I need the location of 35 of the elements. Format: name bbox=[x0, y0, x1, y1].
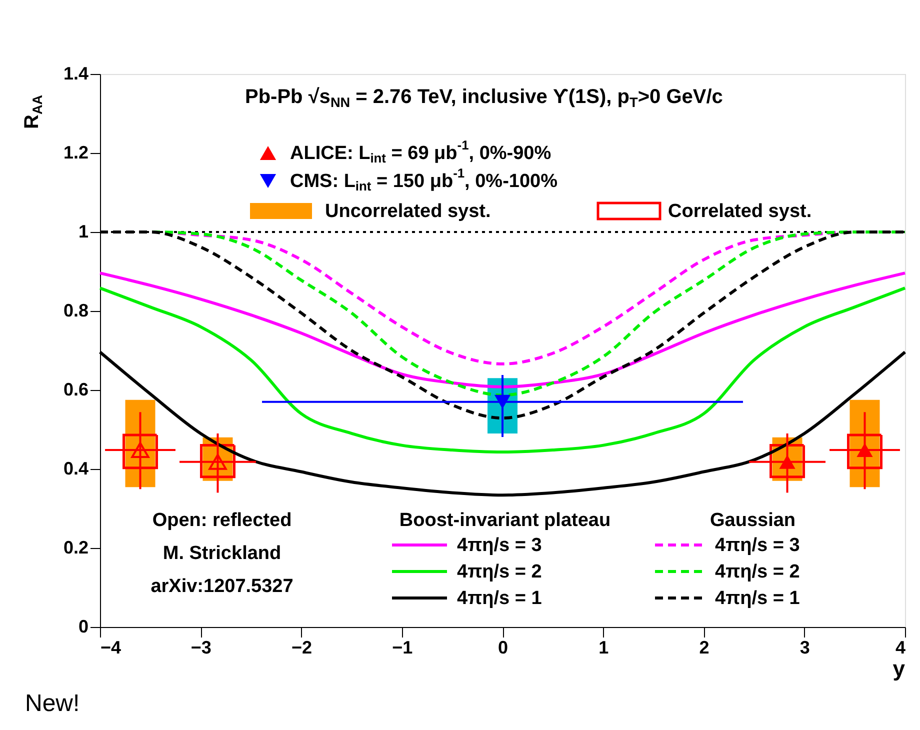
x-tick-label: 2 bbox=[699, 638, 710, 658]
legend-label: 4πη/s = 2 bbox=[457, 562, 542, 582]
x-tick-label: 1 bbox=[598, 638, 609, 658]
x-tick-label: 0 bbox=[498, 638, 508, 658]
annotation: Open: reflected bbox=[152, 510, 292, 531]
y-axis-title: RAA bbox=[21, 94, 45, 129]
legend-label: 4πη/s = 2 bbox=[715, 562, 800, 582]
y-tick-label: 0.4 bbox=[63, 458, 88, 478]
legend-label: 4πη/s = 1 bbox=[457, 588, 542, 609]
x-tick-label: −1 bbox=[392, 638, 413, 658]
y-tick-label: 1.4 bbox=[63, 64, 88, 84]
annotation: M. Strickland bbox=[162, 543, 282, 564]
y-tick-label: 1 bbox=[78, 222, 88, 242]
y-tick-label: 0.2 bbox=[63, 538, 88, 558]
x-axis-title: y bbox=[892, 656, 906, 681]
y-tick-label: 0 bbox=[78, 616, 88, 636]
y-tick-label: 0.6 bbox=[63, 380, 88, 400]
x-tick-label: 3 bbox=[800, 638, 810, 658]
annotation: Boost-invariant plateau bbox=[399, 510, 611, 531]
x-tick-label: −4 bbox=[100, 638, 122, 658]
annotation: arXiv:1207.5327 bbox=[150, 576, 294, 597]
line-series bbox=[98, 272, 906, 388]
text: New! bbox=[25, 690, 80, 717]
x-tick-label: −2 bbox=[291, 638, 312, 658]
legend-label: 4πη/s = 3 bbox=[457, 535, 542, 556]
line-series bbox=[98, 286, 906, 454]
legend-label: Uncorrelated syst. bbox=[325, 201, 491, 222]
x-tick-label: 4 bbox=[895, 638, 906, 658]
legend-label: 4πη/s = 3 bbox=[715, 535, 800, 556]
legend-label: Correlated syst. bbox=[668, 201, 812, 222]
y-tick-label: 1.2 bbox=[63, 142, 88, 162]
legend-label: 4πη/s = 1 bbox=[715, 588, 800, 609]
y-tick-label: 0.8 bbox=[63, 300, 88, 320]
annotation: Gaussian bbox=[710, 510, 796, 531]
x-tick-label: −3 bbox=[190, 638, 212, 658]
